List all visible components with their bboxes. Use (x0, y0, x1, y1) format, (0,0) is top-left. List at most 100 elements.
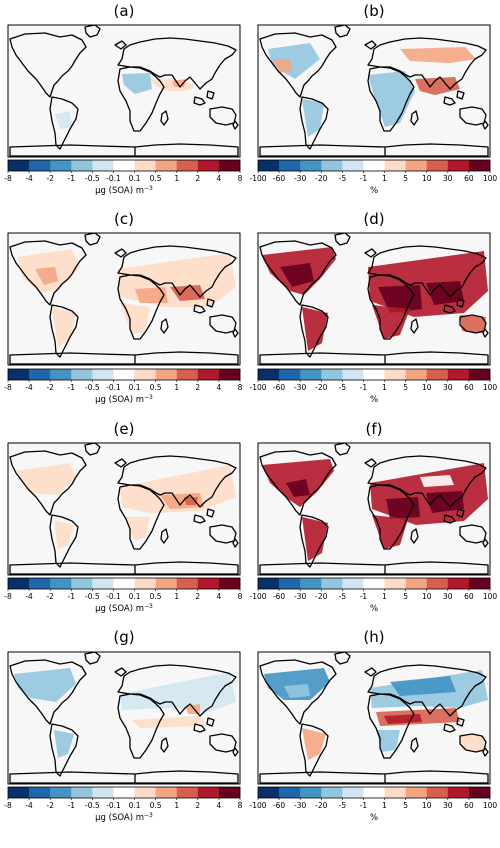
colorbar-tick-label: 30 (443, 174, 453, 183)
colorbar-label: % (370, 813, 378, 823)
colorbar-tick-label: 2 (195, 174, 200, 183)
colorbar-tick-label: -30 (294, 592, 306, 601)
world-map (8, 652, 240, 784)
colorbar-tick-label: 1 (174, 383, 179, 392)
colorbar-label: % (370, 186, 378, 196)
colorbar-segment (447, 787, 470, 798)
concentration-region (122, 73, 152, 94)
colorbar-tick-label: 1 (382, 801, 387, 810)
colorbar-segment (71, 578, 93, 589)
colorbar-tick-label: 2 (195, 383, 200, 392)
colorbar-segment (363, 787, 385, 798)
colorbar-segment (71, 160, 93, 171)
concentration-region (302, 517, 328, 561)
colorbar-tick-label: -2 (46, 592, 54, 601)
colorbar-segment (384, 787, 406, 798)
colorbar-segment (197, 160, 220, 171)
panel-label: (b) (363, 2, 384, 20)
colorbar: -100 -60 -30 -20 -5 -1 1 5 10 30 60 100% (249, 577, 497, 614)
colorbar-tick-label: -8 (4, 383, 12, 392)
colorbar-label: μg (SOA) m−3 (95, 185, 153, 196)
colorbar-tick-label: -8 (4, 801, 12, 810)
colorbar-segment (279, 160, 301, 171)
colorbar-segment (384, 578, 406, 589)
colorbar-tick-label: 5 (403, 174, 408, 183)
colorbar: -8 -4 -2 -1 -0.5 -0.1 0.1 0.5 1 2 4 8 μg (SOA) m−3 (4, 786, 243, 823)
colorbar-tick-label: -100 (249, 174, 266, 183)
concentration-region (390, 676, 456, 696)
colorbar-label: μg (SOA) m−3 (95, 603, 153, 614)
colorbar-tick-label: 5 (403, 592, 408, 601)
concentration-region (272, 59, 292, 73)
colorbar-tick-label: -100 (249, 383, 266, 392)
concentration-region (302, 99, 324, 137)
colorbar-tick-label: 1 (174, 801, 179, 810)
colorbar-tick-label: 30 (443, 383, 453, 392)
colorbar-segment (176, 787, 199, 798)
colorbar-tick-label: 8 (238, 174, 243, 183)
colorbar-segment (279, 578, 301, 589)
colorbar-segment (218, 578, 241, 589)
colorbar-tick-label: 60 (464, 174, 474, 183)
colorbar-segment (50, 160, 72, 171)
colorbar-tick-label: -0.1 (106, 383, 121, 392)
colorbar-tick-label: -1 (360, 801, 368, 810)
map-frame (7, 24, 241, 158)
panel-e: (e) -8 -4 -2 -1 -0.5 -0.1 0.1 0.5 1 2 4 8 μg (SOA) m−… (4, 420, 242, 614)
colorbar-segment (258, 160, 280, 171)
colorbar-segment (405, 160, 428, 171)
panel-label: (e) (114, 420, 135, 438)
world-map (258, 652, 490, 784)
concentration-region (284, 684, 310, 698)
concentration-region (132, 716, 206, 728)
colorbar-tick-label: 2 (195, 592, 200, 601)
colorbar-tick-label: 0.1 (129, 383, 141, 392)
colorbar-segment (300, 578, 322, 589)
colorbar-segment (50, 369, 72, 380)
colorbar-segment (321, 787, 343, 798)
colorbar-segment (8, 787, 30, 798)
concentration-region (35, 267, 58, 285)
colorbar-segment (113, 160, 135, 171)
world-map (8, 25, 240, 157)
colorbar-label: % (370, 604, 378, 614)
concentration-region (368, 71, 415, 127)
colorbar-tick-label: -100 (249, 592, 266, 601)
concentration-region (460, 734, 486, 752)
colorbar-segment (321, 369, 343, 380)
world-map (8, 233, 240, 365)
colorbar-tick-label: -60 (273, 592, 285, 601)
colorbar-segment (258, 578, 280, 589)
panel-g: (g) -8 -4 -2 -1 -0.5 -0.1 0.1 0.5 1 2 4 8 μg (SOA) m−… (4, 628, 242, 823)
concentration-region (170, 285, 205, 301)
colorbar-tick-label: 1 (382, 383, 387, 392)
colorbar-tick-label: -4 (25, 174, 33, 183)
colorbar-segment (92, 369, 114, 380)
colorbar-tick-label: -0.5 (85, 174, 100, 183)
colorbar-segment (155, 369, 178, 380)
colorbar-tick-label: 1 (382, 174, 387, 183)
colorbar-segment (342, 578, 364, 589)
colorbar-segment (447, 369, 470, 380)
colorbar-segment (258, 369, 280, 380)
colorbar-tick-label: -0.5 (85, 801, 100, 810)
colorbar-tick-label: 0.5 (150, 592, 162, 601)
colorbar-segment (197, 787, 220, 798)
colorbar-segment (218, 787, 241, 798)
colorbar-tick-label: -1 (68, 174, 76, 183)
colorbar-segment (342, 369, 364, 380)
colorbar-segment (342, 787, 364, 798)
map-frame (257, 232, 491, 366)
colorbar-segment (113, 787, 135, 798)
colorbar-segment (155, 787, 178, 798)
colorbar-label: % (370, 395, 378, 405)
colorbar-tick-label: 4 (217, 801, 222, 810)
colorbar-segment (258, 787, 280, 798)
colorbar-tick-label: 10 (422, 383, 432, 392)
concentration-region (378, 285, 422, 313)
colorbar-tick-label: 60 (464, 801, 474, 810)
colorbar-tick-label: -4 (25, 383, 33, 392)
colorbar-tick-label: -4 (25, 801, 33, 810)
colorbar-tick-label: -60 (273, 801, 285, 810)
